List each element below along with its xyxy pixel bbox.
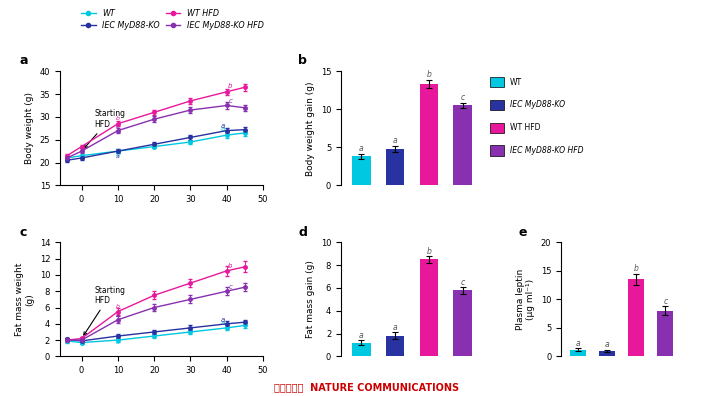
- Text: b: b: [116, 305, 120, 309]
- FancyBboxPatch shape: [490, 100, 505, 110]
- Bar: [386, 336, 404, 356]
- Text: a: a: [393, 323, 397, 332]
- Text: c: c: [228, 284, 232, 290]
- Bar: [386, 149, 404, 185]
- Text: a: a: [221, 317, 225, 323]
- Text: 图片来源：  NATURE COMMUNICATIONS: 图片来源： NATURE COMMUNICATIONS: [274, 382, 458, 392]
- Bar: [658, 311, 674, 356]
- Text: a: a: [116, 152, 120, 157]
- Y-axis label: Fat mass gain (g): Fat mass gain (g): [306, 261, 315, 338]
- Text: Starting
HFD: Starting HFD: [84, 109, 125, 148]
- Text: b: b: [116, 116, 120, 121]
- Text: c: c: [460, 278, 465, 287]
- Text: a: a: [576, 339, 581, 348]
- Text: b: b: [634, 265, 639, 273]
- Bar: [570, 350, 586, 356]
- Text: b: b: [427, 247, 432, 256]
- Bar: [599, 351, 615, 356]
- Text: c: c: [460, 93, 465, 102]
- Text: c: c: [228, 98, 232, 104]
- Text: WT: WT: [510, 78, 522, 87]
- Text: a: a: [221, 126, 225, 131]
- Legend: WT, IEC MyD88-KO: WT, IEC MyD88-KO: [78, 6, 163, 33]
- Text: b: b: [116, 313, 120, 318]
- Bar: [352, 343, 370, 356]
- Bar: [453, 105, 472, 185]
- Text: c: c: [663, 297, 667, 306]
- Text: a: a: [221, 123, 225, 129]
- Text: b: b: [228, 83, 232, 89]
- FancyBboxPatch shape: [490, 145, 505, 156]
- FancyBboxPatch shape: [490, 123, 505, 133]
- Text: b: b: [427, 70, 432, 79]
- Text: a: a: [221, 320, 225, 326]
- Text: b: b: [228, 263, 232, 268]
- Text: IEC MyD88-KO HFD: IEC MyD88-KO HFD: [510, 146, 584, 155]
- Bar: [420, 259, 438, 356]
- Text: a: a: [116, 336, 120, 341]
- Bar: [629, 280, 644, 356]
- Legend: WT HFD, IEC MyD88-KO HFD: WT HFD, IEC MyD88-KO HFD: [163, 6, 267, 33]
- Text: a: a: [359, 331, 363, 340]
- Text: IEC MyD88-KO: IEC MyD88-KO: [510, 101, 565, 109]
- Y-axis label: Body weight gain (g): Body weight gain (g): [306, 81, 315, 175]
- Bar: [453, 290, 472, 356]
- Text: a: a: [116, 340, 120, 345]
- Text: b: b: [298, 54, 307, 67]
- Text: WT HFD: WT HFD: [510, 123, 541, 132]
- Text: a: a: [393, 136, 397, 145]
- Text: e: e: [518, 225, 527, 238]
- Text: a: a: [605, 340, 610, 349]
- Text: c: c: [19, 225, 27, 238]
- Bar: [420, 84, 438, 185]
- Text: b: b: [116, 124, 120, 129]
- Y-axis label: Plasma leptin
(μg ml⁻¹): Plasma leptin (μg ml⁻¹): [516, 269, 535, 330]
- Text: a: a: [19, 54, 27, 67]
- Text: d: d: [298, 225, 307, 238]
- Y-axis label: Body weight (g): Body weight (g): [25, 92, 34, 164]
- Text: a: a: [359, 144, 363, 153]
- Y-axis label: Fat mass weight
(g): Fat mass weight (g): [15, 263, 34, 336]
- FancyBboxPatch shape: [490, 77, 505, 87]
- Text: Starting
HFD: Starting HFD: [84, 286, 125, 335]
- Bar: [352, 156, 370, 185]
- Text: a: a: [116, 154, 120, 159]
